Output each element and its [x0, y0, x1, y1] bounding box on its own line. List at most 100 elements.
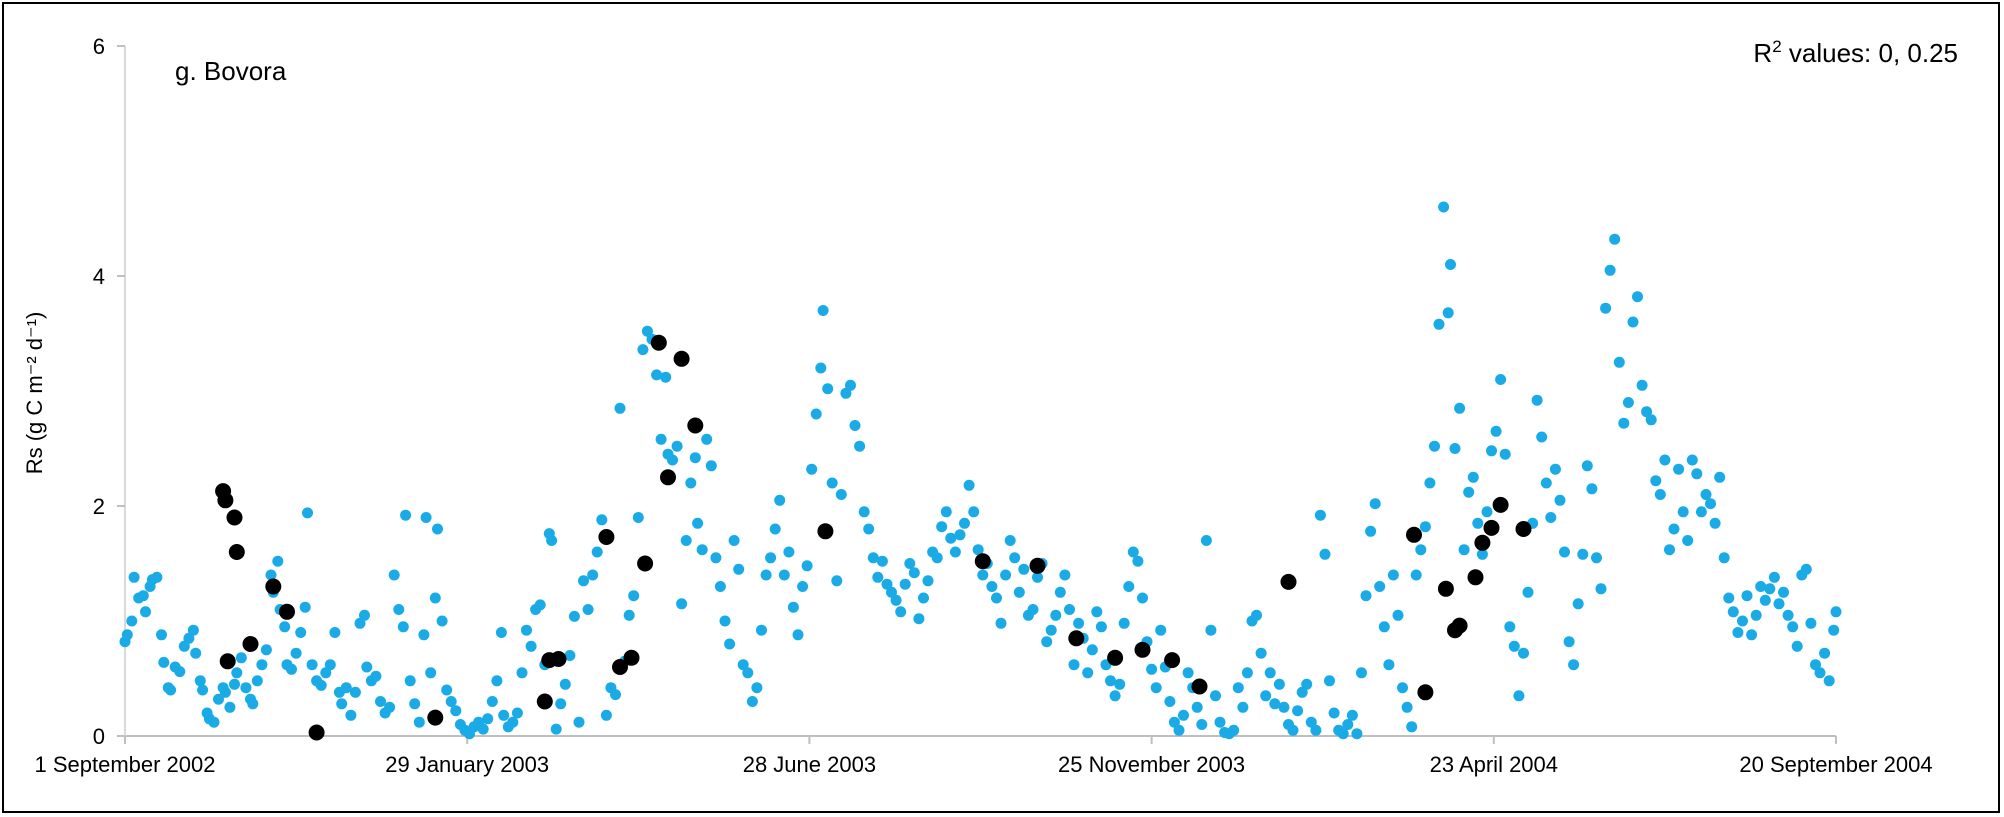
data-point [945, 532, 957, 544]
data-point [1609, 233, 1621, 245]
data-point [908, 567, 920, 579]
data-point [1086, 644, 1098, 656]
data-point [247, 698, 259, 710]
data-point [628, 590, 640, 602]
data-point [1269, 698, 1281, 710]
data-point [1486, 445, 1497, 457]
data-point [1664, 544, 1675, 556]
data-point [1787, 621, 1799, 633]
data-point [701, 433, 713, 445]
data-point [1406, 721, 1418, 733]
data-point [1260, 690, 1272, 702]
data-point [1109, 690, 1121, 702]
y-axis-label: Rs (g C m⁻² d⁻¹) [22, 312, 47, 475]
data-point [810, 408, 822, 420]
data-point [1029, 557, 1046, 574]
data-point [1082, 667, 1094, 679]
data-point [1123, 581, 1135, 592]
data-point [235, 652, 247, 664]
data-point [1563, 636, 1575, 648]
data-point [756, 624, 767, 636]
data-point [1319, 548, 1331, 560]
data-point [498, 709, 510, 721]
data-point [441, 684, 453, 696]
data-point [336, 698, 348, 710]
data-point [217, 492, 234, 509]
data-point [1365, 525, 1377, 537]
data-point [826, 477, 838, 489]
data-point [1324, 675, 1335, 687]
data-point [251, 675, 263, 687]
data-point [881, 578, 893, 590]
data-point [1830, 606, 1842, 618]
data-point [1191, 701, 1203, 713]
x-tick-label: 1 September 2002 [34, 752, 215, 777]
data-point [940, 506, 952, 518]
data-point [655, 433, 667, 445]
data-point [1150, 682, 1162, 694]
data-point [1401, 701, 1413, 713]
data-point [1369, 498, 1381, 510]
data-point [1392, 609, 1404, 621]
data-point [806, 463, 818, 475]
data-point [835, 489, 847, 500]
data-point [1424, 477, 1436, 489]
data-point [1205, 624, 1217, 636]
data-point [174, 666, 186, 678]
data-point [1196, 719, 1208, 730]
data-point [1746, 629, 1758, 641]
data-point [1182, 667, 1194, 679]
x-tick-label: 25 November 2003 [1058, 752, 1245, 777]
data-point [797, 581, 809, 592]
data-point [787, 601, 799, 613]
data-point [995, 617, 1007, 629]
data-point [1068, 630, 1085, 647]
data-point [714, 581, 726, 592]
data-point [1791, 640, 1803, 652]
data-point [1805, 617, 1817, 629]
data-point [299, 601, 311, 613]
x-tick-label: 20 September 2004 [1739, 752, 1932, 777]
data-point [1819, 647, 1831, 659]
data-point [1568, 659, 1580, 671]
data-point [229, 678, 240, 690]
data-point [1522, 586, 1534, 598]
data-point [568, 610, 580, 622]
data-point [1280, 573, 1297, 590]
data-point [737, 659, 749, 671]
data-point [279, 621, 291, 633]
data-point [676, 598, 688, 610]
data-point [486, 696, 498, 707]
data-point [815, 362, 827, 374]
data-point [388, 569, 400, 581]
data-point [1718, 552, 1730, 564]
data-point [1383, 659, 1395, 671]
data-point [1778, 586, 1789, 598]
data-point [1695, 506, 1707, 518]
data-point [774, 494, 786, 506]
data-point [425, 667, 437, 679]
data-point [724, 638, 736, 650]
data-point [1296, 686, 1308, 698]
data-point [1356, 667, 1367, 679]
data-point [413, 716, 425, 728]
data-point [187, 624, 199, 636]
data-point [1241, 667, 1253, 679]
data-point [977, 569, 989, 581]
data-point [1437, 580, 1454, 597]
data-point [719, 615, 731, 627]
data-point [596, 514, 608, 526]
data-point [1054, 586, 1066, 598]
data-point [140, 606, 151, 618]
data-point [1549, 463, 1561, 475]
data-point [1013, 586, 1025, 598]
data-point [491, 675, 503, 687]
data-point [1410, 569, 1422, 581]
data-point [495, 627, 507, 638]
data-point [1032, 571, 1043, 583]
data-point [359, 609, 370, 621]
data-point [936, 521, 948, 533]
data-point [516, 667, 528, 679]
data-point [858, 506, 870, 518]
data-point [400, 509, 412, 521]
